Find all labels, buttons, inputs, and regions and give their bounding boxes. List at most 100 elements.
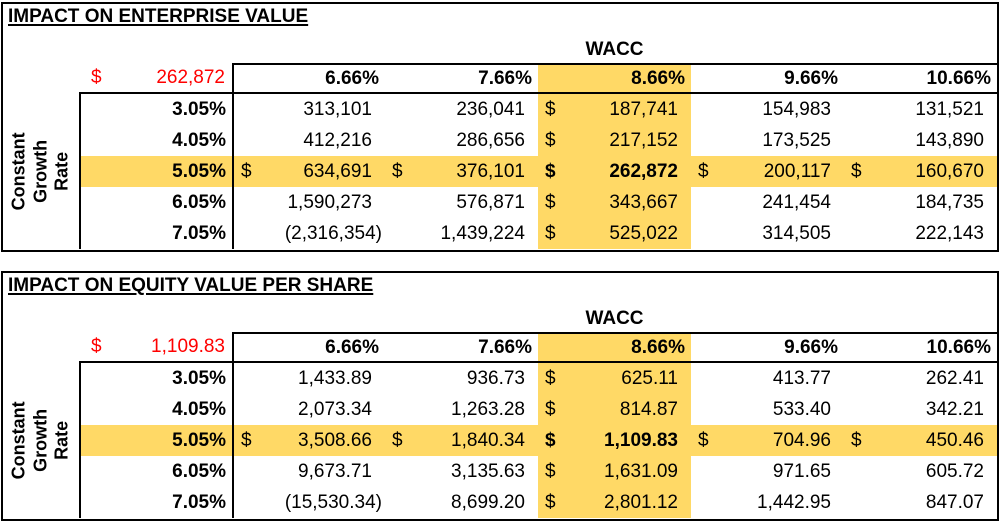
base-value-cell[interactable]: $ 1,109.83: [79, 332, 232, 363]
cell-value: 143,890: [915, 129, 984, 151]
data-cell[interactable]: 576,871: [385, 187, 538, 218]
data-cell[interactable]: 9,673.71: [232, 456, 385, 487]
data-cell[interactable]: 1,433.89: [232, 363, 385, 394]
data-cell[interactable]: 3,135.63: [385, 456, 538, 487]
data-cell[interactable]: $525,022: [538, 218, 691, 249]
cell-value: 450.46: [925, 429, 984, 451]
data-cell[interactable]: 143,890: [844, 125, 997, 156]
data-cell[interactable]: (2,316,354): [232, 218, 385, 249]
data-cell[interactable]: 222,143: [844, 218, 997, 249]
row-header-cell[interactable]: 7.05%: [79, 487, 232, 518]
data-cell[interactable]: $3,508.66: [232, 425, 385, 456]
data-cell[interactable]: 131,521: [844, 94, 997, 125]
col-header-cell[interactable]: 8.66%: [538, 63, 691, 94]
col-header-cell[interactable]: 9.66%: [691, 63, 844, 94]
row-header-cell[interactable]: 5.05%: [79, 156, 232, 187]
col-header-cell[interactable]: 7.66%: [385, 332, 538, 363]
col-header-cell[interactable]: 8.66%: [538, 332, 691, 363]
cell-value: 412,216: [303, 129, 372, 151]
data-cell[interactable]: 154,983: [691, 94, 844, 125]
table-title: IMPACT ON EQUITY VALUE PER SHARE: [8, 275, 374, 296]
cell-value: 2,073.34: [298, 398, 372, 420]
data-cell[interactable]: 8,699.20: [385, 487, 538, 518]
currency-symbol: $: [851, 429, 862, 451]
data-cell[interactable]: 314,505: [691, 218, 844, 249]
base-value-cell[interactable]: $ 262,872: [79, 63, 232, 94]
cell-value: 1,433.89: [298, 367, 372, 389]
row-header-cell[interactable]: 6.05%: [79, 456, 232, 487]
cell-value: 936.73: [466, 367, 525, 389]
row-header-cell[interactable]: 3.05%: [79, 363, 232, 394]
cell-value: 8,699.20: [451, 491, 525, 513]
data-cell[interactable]: $217,152: [538, 125, 691, 156]
data-cell[interactable]: $625.11: [538, 363, 691, 394]
data-cell[interactable]: (15,530.34): [232, 487, 385, 518]
cell-value: 634,691: [303, 160, 372, 182]
currency-symbol: $: [545, 129, 556, 151]
data-cell[interactable]: $160,670: [844, 156, 997, 187]
cell-value: 343,667: [609, 191, 678, 213]
data-cell[interactable]: 342.21: [844, 394, 997, 425]
data-cell[interactable]: $343,667: [538, 187, 691, 218]
data-cell[interactable]: 971.65: [691, 456, 844, 487]
col-header-cell[interactable]: 6.66%: [232, 332, 385, 363]
data-cell[interactable]: $376,101: [385, 156, 538, 187]
cell-value: 576,871: [456, 191, 525, 213]
growth-rate-axis-cell: Constant Growth Rate: [3, 94, 79, 249]
data-cell[interactable]: 413.77: [691, 363, 844, 394]
row-header-cell[interactable]: 4.05%: [79, 125, 232, 156]
data-cell[interactable]: $450.46: [844, 425, 997, 456]
data-cell[interactable]: 2,073.34: [232, 394, 385, 425]
col-header-cell[interactable]: 6.66%: [232, 63, 385, 94]
data-cell[interactable]: $262,872: [538, 156, 691, 187]
cell-value: 236,041: [456, 98, 525, 120]
data-cell[interactable]: $704.96: [691, 425, 844, 456]
data-cell[interactable]: 533.40: [691, 394, 844, 425]
data-cell[interactable]: 847.07: [844, 487, 997, 518]
row-header-cell[interactable]: 5.05%: [79, 425, 232, 456]
data-cell[interactable]: 184,735: [844, 187, 997, 218]
cell-value: 847.07: [925, 491, 984, 513]
data-cell[interactable]: 1,263.28: [385, 394, 538, 425]
data-cell[interactable]: 241,454: [691, 187, 844, 218]
data-cell[interactable]: $1,109.83: [538, 425, 691, 456]
data-cell[interactable]: $814.87: [538, 394, 691, 425]
data-cell[interactable]: $187,741: [538, 94, 691, 125]
data-cell[interactable]: 936.73: [385, 363, 538, 394]
col-header-cell[interactable]: 10.66%: [844, 332, 997, 363]
currency-symbol: $: [392, 429, 403, 451]
col-header-cell[interactable]: 9.66%: [691, 332, 844, 363]
data-cell[interactable]: 1,442.95: [691, 487, 844, 518]
col-header-cell[interactable]: 7.66%: [385, 63, 538, 94]
growth-rate-axis-label: Constant Growth Rate: [8, 132, 72, 211]
data-cell[interactable]: 1,439,224: [385, 218, 538, 249]
currency-symbol: $: [241, 429, 252, 451]
data-cell[interactable]: $1,631.09: [538, 456, 691, 487]
data-cell[interactable]: 236,041: [385, 94, 538, 125]
base-value: 1,109.83: [151, 335, 225, 357]
row-header-cell[interactable]: 4.05%: [79, 394, 232, 425]
cell-value: 187,741: [609, 98, 678, 120]
data-cell[interactable]: $634,691: [232, 156, 385, 187]
row-header-cell[interactable]: 6.05%: [79, 187, 232, 218]
cell-value: 286,656: [456, 129, 525, 151]
data-cell[interactable]: $200,117: [691, 156, 844, 187]
cell-value: (2,316,354): [284, 222, 382, 244]
data-cell[interactable]: 605.72: [844, 456, 997, 487]
cell-value: 131,521: [915, 98, 984, 120]
col-header-cell[interactable]: 10.66%: [844, 63, 997, 94]
data-cell[interactable]: 412,216: [232, 125, 385, 156]
data-cell[interactable]: 262.41: [844, 363, 997, 394]
row-header-cell[interactable]: 7.05%: [79, 218, 232, 249]
data-cell[interactable]: $1,840.34: [385, 425, 538, 456]
sensitivity-table-equity-value-per-share: IMPACT ON EQUITY VALUE PER SHARE WACC $ …: [1, 271, 999, 521]
cell-value: 533.40: [772, 398, 831, 420]
data-cell[interactable]: 313,101: [232, 94, 385, 125]
data-cell[interactable]: 173,525: [691, 125, 844, 156]
data-cell[interactable]: $2,801.12: [538, 487, 691, 518]
data-cell[interactable]: 286,656: [385, 125, 538, 156]
data-cell[interactable]: 1,590,273: [232, 187, 385, 218]
currency-symbol: $: [698, 429, 709, 451]
row-header-cell[interactable]: 3.05%: [79, 94, 232, 125]
cell-value: 814.87: [619, 398, 678, 420]
